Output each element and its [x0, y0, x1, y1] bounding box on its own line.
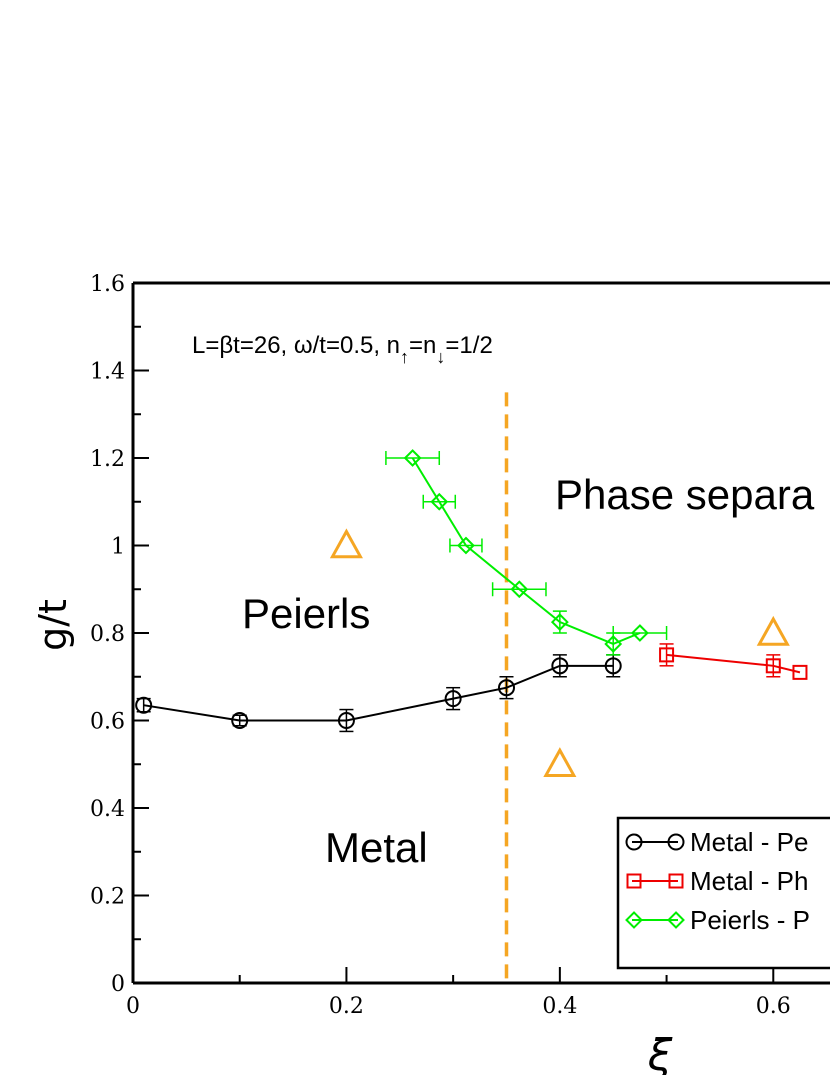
data-point [551, 657, 569, 675]
data-point [604, 635, 623, 653]
data-point [792, 664, 808, 680]
triangle-marker [543, 747, 577, 777]
legend-item-2: Metal - Ph [626, 866, 809, 896]
y-tick-label: 1.4 [90, 360, 125, 385]
y-tick-label: 0 [111, 972, 125, 997]
series-1 [135, 654, 622, 733]
data-point [430, 492, 449, 511]
data-point [337, 712, 355, 729]
legend-label: Metal - Pe [690, 827, 809, 857]
triangle-marker [329, 528, 363, 559]
series-2 [659, 643, 808, 680]
legend-item-3: Peierls - P [625, 905, 810, 935]
data-point [231, 712, 249, 729]
y-axis-title: g/t [31, 599, 75, 651]
y-tick-label: 0.4 [90, 797, 125, 822]
data-point [630, 624, 649, 642]
legend-marker [667, 911, 685, 929]
data-point [457, 536, 475, 555]
y-tick-label: 1.6 [90, 272, 125, 297]
data-point [444, 690, 462, 708]
x-tick-label: 0 [126, 994, 140, 1019]
data-point [510, 580, 529, 599]
parameter-annotation: L=βt=26, ω/t=0.5, n↑=n↓=1/2 [192, 332, 493, 367]
x-tick-label: 0.6 [756, 994, 791, 1019]
data-point [765, 658, 781, 674]
legend-marker [626, 873, 642, 889]
data-point [604, 657, 622, 675]
region-label-phase-separation: Phase separa [555, 471, 815, 518]
legend-label: Peierls - P [690, 905, 810, 935]
x-tick-label: 0.4 [542, 994, 577, 1019]
region-label-metal: Metal [325, 824, 428, 871]
data-point [498, 679, 515, 697]
legend-marker [667, 833, 685, 851]
y-tick-label: 0.2 [90, 885, 125, 910]
legend-marker [625, 833, 643, 851]
y-tick-label: 1.2 [90, 447, 125, 472]
triangle-marker [756, 615, 790, 646]
legend-label: Metal - Ph [690, 866, 809, 896]
y-tick-label: 1 [111, 535, 125, 560]
plot-area [135, 392, 808, 983]
data-point [659, 647, 675, 663]
legend-item-1: Metal - Pe [625, 827, 809, 857]
legend-marker [668, 873, 684, 889]
legend-marker [625, 911, 643, 929]
y-tick-label: 0.6 [90, 710, 125, 735]
data-point [403, 449, 422, 467]
series-line [143, 664, 614, 722]
legend: Metal - Pe Metal - Ph Peierls - P [616, 816, 830, 970]
y-tick-label: 0.8 [90, 622, 125, 647]
x-axis-title: ξ [647, 1030, 673, 1075]
region-label-peierls: Peierls [242, 590, 370, 637]
series-3 [385, 449, 668, 656]
data-point [135, 696, 153, 714]
data-point [550, 613, 569, 631]
x-tick-label: 0.2 [329, 994, 364, 1019]
